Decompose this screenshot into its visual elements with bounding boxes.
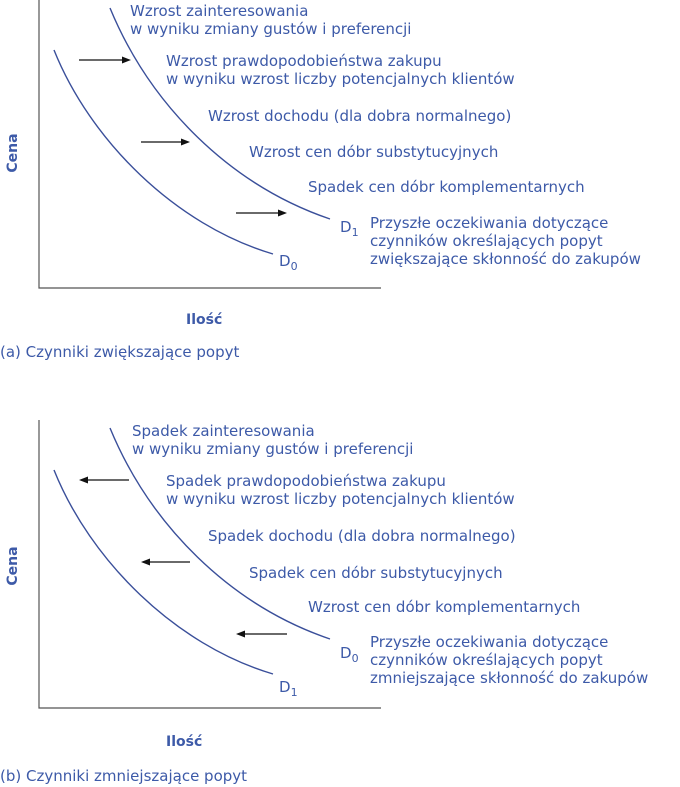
curve-label: D0	[340, 644, 359, 665]
curve-label: D1	[340, 218, 359, 239]
panel-increase: D0 D1 Cena Ilość Wzrost zainteresowania w wyn…	[0, 0, 641, 361]
panel-caption: (a) Czynniki zwiększające popyt	[0, 343, 239, 361]
factor-label: Wzrost zainteresowania w wyniku zmiany gu…	[130, 2, 411, 38]
shift-arrow-right	[79, 56, 131, 64]
factor-label: Spadek cen dóbr substytucyjnych	[249, 564, 503, 582]
shift-arrow-left	[141, 558, 190, 566]
demand-curve-outer	[109, 7, 331, 220]
shift-arrow-left	[79, 476, 129, 484]
factor-label: Przyszłe oczekiwania dotyczące czynników …	[370, 633, 648, 687]
factor-label: Spadek dochodu (dla dobra normalnego)	[208, 527, 516, 545]
demand-curve-outer	[109, 427, 331, 640]
y-axis-title: Cena	[5, 133, 21, 172]
factor-label: Wzrost prawdopodobieństwa zakupu w wyniku…	[166, 52, 515, 88]
factor-label: Wzrost cen dóbr komplementarnych	[308, 598, 580, 616]
y-axis-title: Cena	[5, 546, 21, 585]
factor-label: Wzrost cen dóbr substytucyjnych	[249, 143, 498, 161]
demand-curve-inner	[53, 469, 274, 675]
factor-label: Wzrost dochodu (dla dobra normalnego)	[208, 107, 511, 125]
curve-label: D1	[279, 678, 298, 699]
shift-arrow-right	[236, 209, 287, 217]
panel-caption: (b) Czynniki zmniejszające popyt	[0, 767, 247, 785]
demand-curve-inner	[53, 49, 274, 255]
factor-label: Przyszłe oczekiwania dotyczące czynników …	[370, 214, 641, 268]
curve-label: D0	[279, 252, 298, 273]
x-axis-title: Ilość	[166, 734, 202, 750]
axes	[38, 420, 381, 709]
shift-arrow-right	[141, 138, 190, 146]
shift-arrow-left	[236, 630, 287, 638]
x-axis-title: Ilość	[186, 312, 222, 328]
factor-label: Spadek cen dóbr komplementarnych	[308, 178, 585, 196]
panel-decrease: D1 D0 Cena Ilość Spadek zainteresowania w wyn…	[0, 420, 648, 785]
factor-label: Spadek zainteresowania w wyniku zmiany gu…	[132, 422, 413, 458]
factor-label: Spadek prawdopodobieństwa zakupu w wyniku…	[166, 472, 515, 508]
axes	[38, 0, 381, 289]
